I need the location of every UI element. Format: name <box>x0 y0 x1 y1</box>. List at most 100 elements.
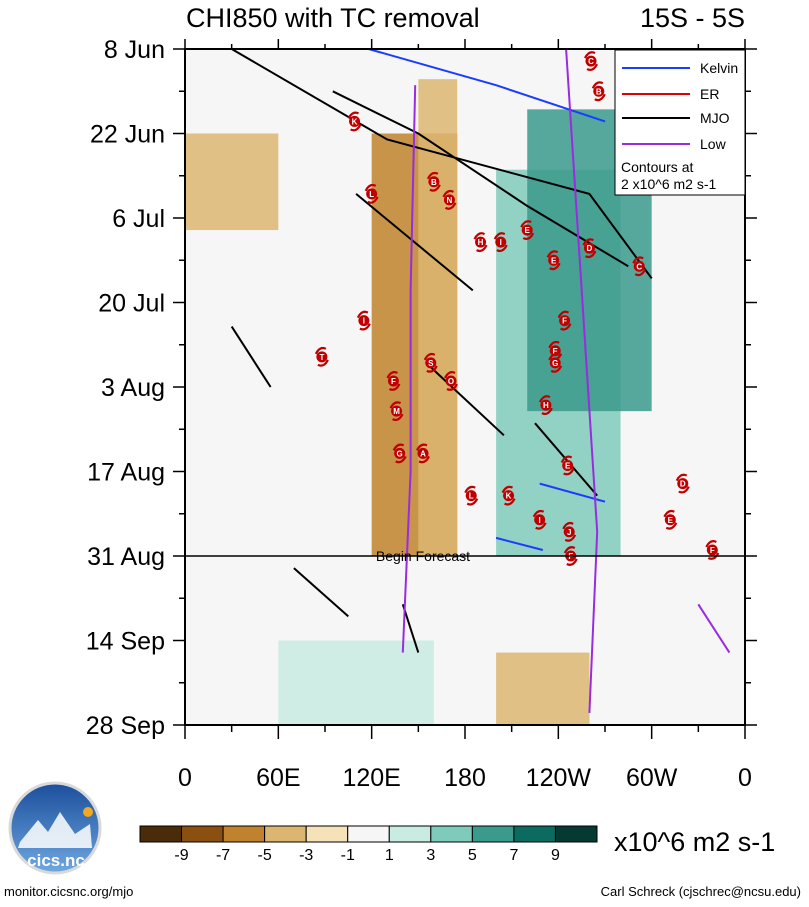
tc-marker-n-4: N <box>442 189 457 210</box>
footer-url[interactable]: monitor.cicsnc.org/mjo <box>4 884 134 899</box>
tc-marker-label: I <box>500 238 502 247</box>
lat-band-label: 15S - 5S <box>640 3 745 33</box>
footer-credit: Carl Schreck (cjschrec@ncsu.edu) <box>600 884 801 899</box>
tc-swirl-icon <box>392 443 407 464</box>
tc-marker-dot <box>425 357 437 369</box>
tc-marker-label: D <box>587 244 593 253</box>
tc-marker-dot <box>559 315 571 327</box>
tc-marker-e-29: E <box>663 509 678 530</box>
tc-swirl-icon <box>464 485 479 506</box>
tc-marker-dot <box>633 260 645 272</box>
mjo-contour-0 <box>231 49 653 279</box>
tc-swirl-icon <box>582 238 597 259</box>
tc-marker-label: C <box>588 57 594 66</box>
legend-note-line2: 2 x10^6 m2 s-1 <box>621 176 716 192</box>
y-tick-label: 17 Aug <box>87 459 165 487</box>
x-tick-label: 120E <box>342 764 400 792</box>
cics-logo: cics.nc <box>8 781 102 875</box>
tc-marker-f-31: F <box>705 540 720 560</box>
tc-marker-label: N <box>447 196 453 205</box>
colorbar-swatch <box>222 825 266 843</box>
colorbar-tick-label: 3 <box>426 847 435 864</box>
y-tick-label: 22 Jun <box>90 121 165 149</box>
tc-marker-label: F <box>710 546 715 555</box>
x-tick-label: 60E <box>256 764 300 792</box>
field-band-6 <box>496 652 590 725</box>
tc-marker-dot <box>358 315 370 327</box>
tc-swirl-icon <box>548 352 563 373</box>
tc-marker-dot <box>465 490 477 502</box>
tc-marker-label: M <box>393 407 400 416</box>
tc-swirl-icon <box>557 310 572 331</box>
tc-marker-k-27: K <box>501 485 516 506</box>
tc-swirl-icon <box>563 546 578 566</box>
tc-marker-label: H <box>543 401 549 410</box>
tc-swirl-icon <box>675 473 690 494</box>
colorbar-swatch <box>388 825 432 843</box>
tc-marker-label: S <box>428 359 434 368</box>
tc-marker-dot <box>534 514 546 526</box>
tc-marker-label: D <box>680 480 686 489</box>
colorbar-tick-label: 5 <box>468 847 477 864</box>
tc-swirl-icon <box>538 395 553 416</box>
tc-marker-c-11: C <box>632 256 647 277</box>
tc-marker-dot <box>503 490 515 502</box>
legend-box <box>614 49 746 196</box>
field-band-2 <box>185 133 279 231</box>
tc-swirl-icon <box>560 455 575 476</box>
tc-swirl-icon <box>416 443 430 464</box>
logo-text: cics.nc <box>27 851 85 870</box>
tc-marker-dot <box>443 194 455 206</box>
tc-marker-t-15: T <box>314 346 329 367</box>
mjo-contour-3 <box>425 362 505 437</box>
low-contour-1 <box>565 49 599 713</box>
tc-marker-e-6: E <box>520 220 535 240</box>
tc-marker-dot <box>445 375 457 387</box>
y-tick-label: 8 Jun <box>104 36 165 64</box>
tc-marker-dot <box>521 224 533 236</box>
colorbar-swatch <box>305 825 349 843</box>
tc-swirl-icon <box>520 220 535 240</box>
logo-mountain-icon <box>18 812 92 848</box>
tc-marker-dot <box>549 357 561 369</box>
colorbar-tick-label: 7 <box>509 847 518 864</box>
colorbar-tick-label: -5 <box>258 847 272 864</box>
tc-marker-label: L <box>369 190 374 199</box>
tc-marker-dot <box>417 447 429 459</box>
tc-marker-label: F <box>562 317 567 326</box>
y-tick-label: 28 Sep <box>86 712 165 740</box>
tc-marker-h-7: H <box>473 232 488 253</box>
kelvin-contour-0 <box>368 49 606 123</box>
tc-marker-label: G <box>552 359 558 368</box>
kelvin-contour-2 <box>495 536 544 551</box>
tc-marker-d-9: D <box>582 238 597 259</box>
tc-marker-dot <box>677 478 689 490</box>
tc-marker-label: L <box>469 492 474 501</box>
tc-marker-label: K <box>506 492 512 501</box>
tc-swirl-icon <box>705 540 720 560</box>
tc-marker-label: F <box>391 377 396 386</box>
tc-marker-label: I <box>539 516 541 525</box>
tc-swirl-icon <box>347 111 362 132</box>
tc-swirl-icon <box>501 485 516 506</box>
tc-marker-g-16: G <box>548 352 563 373</box>
tc-marker-label: C <box>636 262 642 271</box>
x-tick-label: 60W <box>626 764 678 792</box>
tc-marker-i-8: I <box>493 232 508 253</box>
tc-marker-label: E <box>565 461 571 470</box>
tc-marker-a-23: A <box>416 443 430 464</box>
tc-marker-d-25: D <box>675 473 690 494</box>
tc-marker-s-17: S <box>423 352 438 373</box>
tc-marker-e-10: E <box>546 250 561 271</box>
tc-marker-dot <box>391 405 403 417</box>
tc-swirl-icon <box>546 250 561 271</box>
tc-marker-label: B <box>596 87 602 96</box>
tc-marker-label: E <box>525 226 531 235</box>
legend-label-kelvin: Kelvin <box>700 60 738 76</box>
tc-marker-dot <box>387 375 399 387</box>
colorbar-tick-label: -9 <box>174 847 188 864</box>
tc-swirl-icon <box>444 371 458 391</box>
tc-marker-label: A <box>420 449 426 458</box>
tc-marker-dot <box>593 85 605 97</box>
